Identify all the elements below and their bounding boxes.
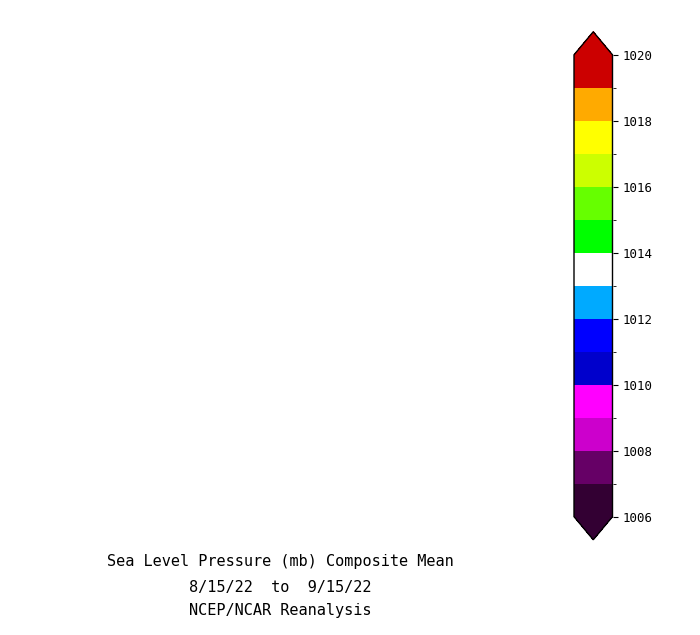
Text: Sea Level Pressure (mb) Composite Mean: Sea Level Pressure (mb) Composite Mean <box>106 554 454 570</box>
Text: 8/15/22  to  9/15/22: 8/15/22 to 9/15/22 <box>189 580 371 595</box>
Text: NCEP/NCAR Reanalysis: NCEP/NCAR Reanalysis <box>189 603 371 618</box>
PathPatch shape <box>574 517 612 540</box>
PathPatch shape <box>574 32 612 55</box>
